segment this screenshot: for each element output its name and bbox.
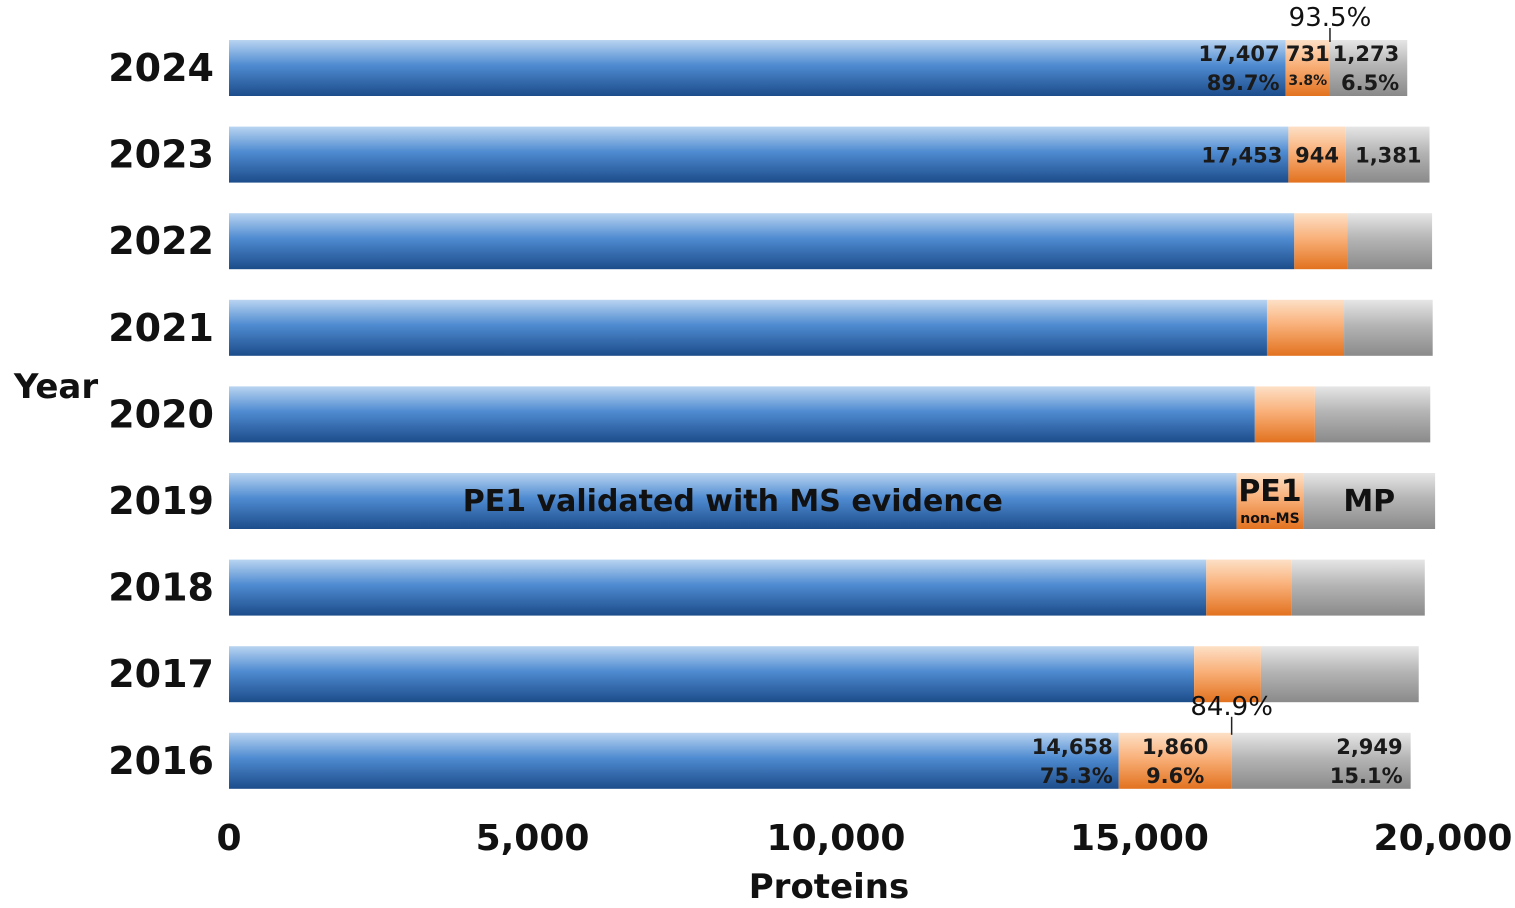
y-tick-label: 2018 xyxy=(108,566,214,610)
bar-2018-mp xyxy=(1291,559,1425,616)
bar-2024-mp xyxy=(1329,40,1408,96)
bar-2019-mp xyxy=(1303,473,1436,529)
data-label-2016-nonms: 1,860 xyxy=(1142,735,1208,759)
x-tick-label: 0 xyxy=(216,818,241,859)
series-label-ms: PE1 validated with MS evidence xyxy=(463,484,1003,519)
data-label-2024-nonms-pct: 3.8% xyxy=(1288,73,1327,89)
data-label-2024-mp-pct: 6.5% xyxy=(1341,71,1399,95)
bar-2024-nonms xyxy=(1285,40,1330,96)
bar-2017-ms xyxy=(229,646,1195,703)
bar-2021-ms xyxy=(229,299,1267,356)
y-tick-label: 2023 xyxy=(108,133,214,177)
y-tick-label: 2024 xyxy=(108,46,214,90)
bar-2016-ms xyxy=(229,732,1119,789)
x-tick-label: 10,000 xyxy=(767,818,906,859)
bar-2023-nonms xyxy=(1288,126,1346,183)
series-label-nonms: PE1 xyxy=(1238,474,1301,509)
series-labels-layer: PE1 validated with MS evidence PE1 non-MS M… xyxy=(463,474,1395,527)
bar-2017-mp xyxy=(1260,646,1419,703)
bar-2023-ms xyxy=(229,126,1289,183)
data-label-2016-mp: 2,949 xyxy=(1336,735,1402,759)
bar-2022-mp xyxy=(1347,213,1433,270)
data-label-2016-mp-pct: 15.1% xyxy=(1330,764,1403,788)
bar-2020-nonms xyxy=(1254,386,1315,443)
data-label-2024-mp: 1,273 xyxy=(1333,42,1399,66)
x-tick-label: 20,000 xyxy=(1374,818,1513,859)
segment-labels-layer: 14,658 75.3% 1,860 9.6% 2,949 15.1% 17,453 944 1… xyxy=(1032,42,1422,788)
bar-2022-nonms xyxy=(1294,213,1348,270)
bar-2016-mp xyxy=(1231,732,1411,789)
y-tick-label: 2022 xyxy=(108,219,214,263)
x-tick-label: 5,000 xyxy=(476,818,590,859)
annotations-layer: 93.5%84.9% xyxy=(1190,3,1371,735)
data-label-2024-nonms: 731 xyxy=(1286,42,1330,66)
data-label-2016-ms: 14,658 xyxy=(1032,735,1113,759)
data-label-2023-nonms: 944 xyxy=(1295,144,1339,168)
bars-layer xyxy=(229,40,1436,789)
bar-2019-ms xyxy=(229,473,1237,529)
data-label-2024-ms-pct: 89.7% xyxy=(1207,71,1280,95)
bar-2023-mp xyxy=(1345,126,1430,183)
y-tick-labels: 2024 2023 2022 2021 2020 2019 2018 2017 2016 xyxy=(108,46,214,783)
x-axis-title: Proteins xyxy=(749,867,909,907)
y-axis-title: Year xyxy=(13,367,99,407)
y-tick-label: 2017 xyxy=(108,652,214,696)
bar-2019-nonms xyxy=(1236,473,1304,529)
bar-2018-ms xyxy=(229,559,1207,616)
bar-2020-ms xyxy=(229,386,1255,443)
bar-2018-nonms xyxy=(1206,559,1292,616)
data-label-2024-ms: 17,407 xyxy=(1199,42,1280,66)
bar-2022-ms xyxy=(229,213,1295,270)
data-label-2023-ms: 17,453 xyxy=(1201,144,1282,168)
y-tick-label: 2021 xyxy=(108,306,214,350)
bar-2021-nonms xyxy=(1266,299,1345,356)
series-label-mp: MP xyxy=(1343,484,1395,519)
y-tick-label: 2019 xyxy=(108,479,214,523)
series-sublabel-nonms: non-MS xyxy=(1240,511,1299,527)
bar-2020-mp xyxy=(1314,386,1431,443)
x-tick-labels: 0 5,000 10,000 15,000 20,000 xyxy=(216,818,1512,859)
bar-2024-ms xyxy=(229,40,1286,96)
bar-2016-nonms xyxy=(1118,732,1232,789)
y-tick-label: 2016 xyxy=(108,739,214,783)
bar-2017-nonms xyxy=(1194,646,1261,703)
x-tick-label: 15,000 xyxy=(1070,818,1209,859)
data-label-2016-ms-pct: 75.3% xyxy=(1040,764,1113,788)
data-label-2016-nonms-pct: 9.6% xyxy=(1146,764,1204,788)
y-tick-label: 2020 xyxy=(108,392,214,436)
data-label-2023-mp: 1,381 xyxy=(1355,144,1421,168)
bar-2021-mp xyxy=(1344,299,1433,356)
